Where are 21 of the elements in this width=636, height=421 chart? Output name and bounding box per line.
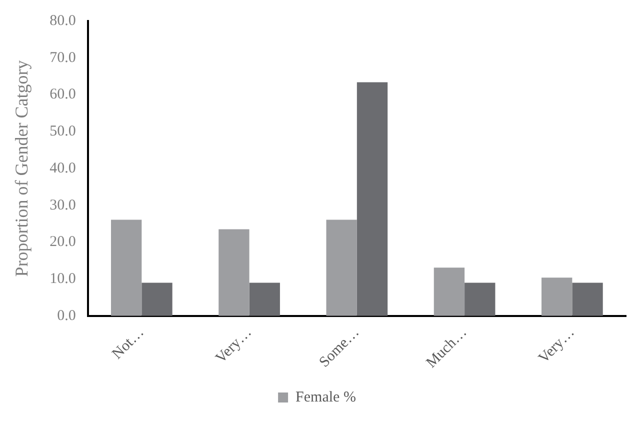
y-tick-label: 10.0 xyxy=(50,270,76,287)
bar xyxy=(142,282,172,316)
y-tick-label: 70.0 xyxy=(50,50,76,66)
y-tick-label: 80.0 xyxy=(50,12,76,29)
y-tick-label: 20.0 xyxy=(50,234,76,250)
bar xyxy=(218,229,250,316)
bar xyxy=(572,282,603,316)
y-tick-label: 40.0 xyxy=(50,160,76,176)
bar xyxy=(464,282,496,316)
y-tick-label: 60.0 xyxy=(50,86,76,103)
y-axis-title: Proportion of Gender Catgory xyxy=(12,60,32,277)
bar xyxy=(356,82,388,316)
bar xyxy=(542,278,572,316)
y-tick-label: 30.0 xyxy=(50,197,76,214)
bar xyxy=(249,282,280,316)
y-tick-label: 0.0 xyxy=(57,308,76,324)
y-tick-label: 50.0 xyxy=(50,124,76,140)
bar xyxy=(434,268,465,316)
legend-label: Female % xyxy=(296,389,356,406)
bar xyxy=(110,220,142,316)
bar xyxy=(326,220,357,316)
